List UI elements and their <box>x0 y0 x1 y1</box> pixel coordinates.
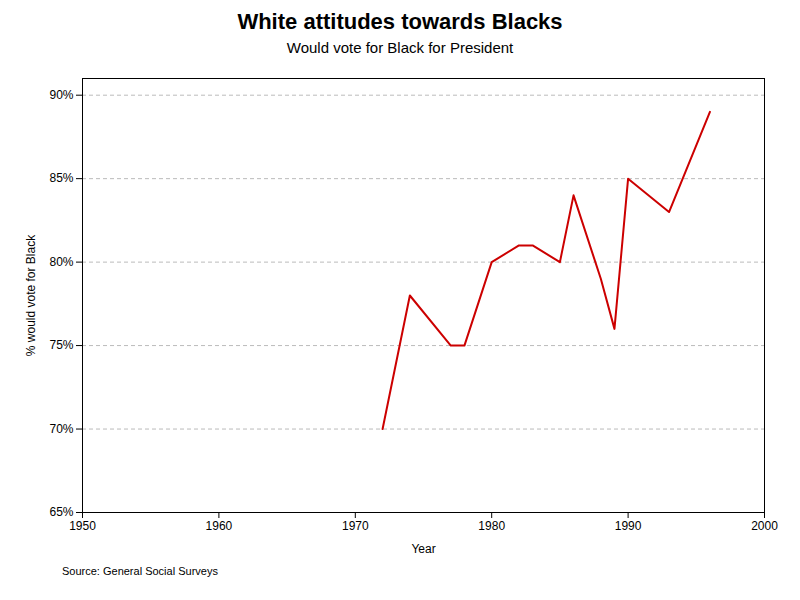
svg-text:Year: Year <box>411 542 435 556</box>
svg-text:85%: 85% <box>49 171 73 185</box>
svg-text:1980: 1980 <box>478 519 505 533</box>
svg-text:1970: 1970 <box>342 519 369 533</box>
html-text:Source: General Social Surveys: Source: General Social Surveys <box>62 565 218 577</box>
svg-text:2000: 2000 <box>751 519 778 533</box>
svg-text:1990: 1990 <box>615 519 642 533</box>
svg-text:% would vote for Black: % would vote for Black <box>24 234 38 356</box>
svg-text:70%: 70% <box>49 422 73 436</box>
svg-text:75%: 75% <box>49 338 73 352</box>
svg-text:90%: 90% <box>49 88 73 102</box>
svg-text:1950: 1950 <box>69 519 96 533</box>
html-text:Would vote for Black for Presi: Would vote for Black for President <box>286 39 514 56</box>
svg-text:1960: 1960 <box>206 519 233 533</box>
svg-text:65%: 65% <box>49 505 73 519</box>
html-text:White attitudes towards Blacks: White attitudes towards Blacks <box>237 9 563 34</box>
svg-text:80%: 80% <box>49 255 73 269</box>
